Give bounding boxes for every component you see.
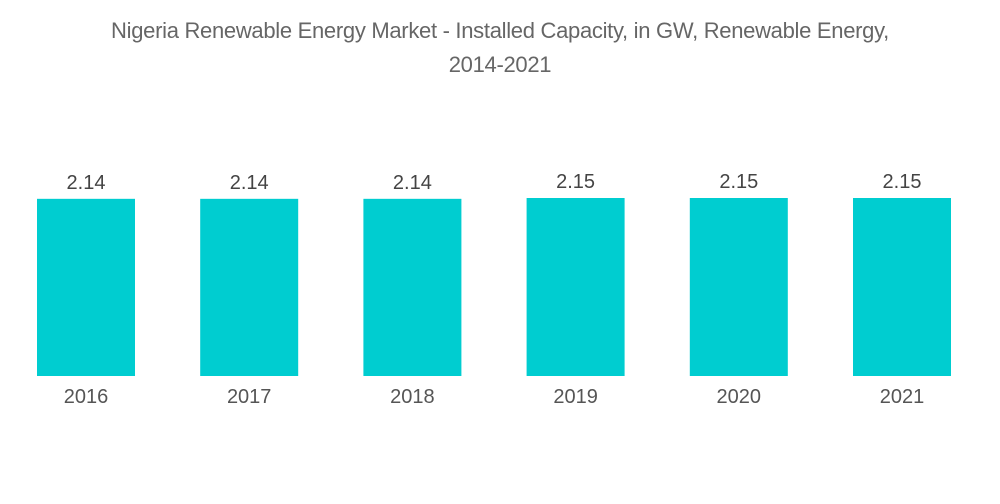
chart-title: Nigeria Renewable Energy Market - Instal… [0,14,1000,82]
bar-2016 [37,198,135,376]
category-label-2016: 2016 [64,386,109,408]
value-label-2020: 2.15 [719,171,758,193]
value-label-2021: 2.15 [883,171,922,193]
chart-title-line-1: Nigeria Renewable Energy Market - Instal… [111,18,889,43]
category-label-2021: 2021 [880,386,925,408]
value-label-2017: 2.14 [230,172,269,194]
bar-2017 [200,198,299,376]
value-label-2016: 2.14 [67,172,106,194]
category-label-2017: 2017 [227,386,272,408]
value-label-2018: 2.14 [393,172,432,194]
value-label-2019: 2.15 [556,171,595,193]
bar-2019 [526,198,625,376]
category-label-2020: 2020 [717,386,762,408]
category-label-2019: 2019 [553,386,598,408]
bar-2021 [853,198,951,376]
chart-title-line-2: 2014-2021 [448,52,552,77]
bar-2020 [689,198,788,376]
category-label-2018: 2018 [390,386,435,408]
bar-2018 [363,198,462,376]
